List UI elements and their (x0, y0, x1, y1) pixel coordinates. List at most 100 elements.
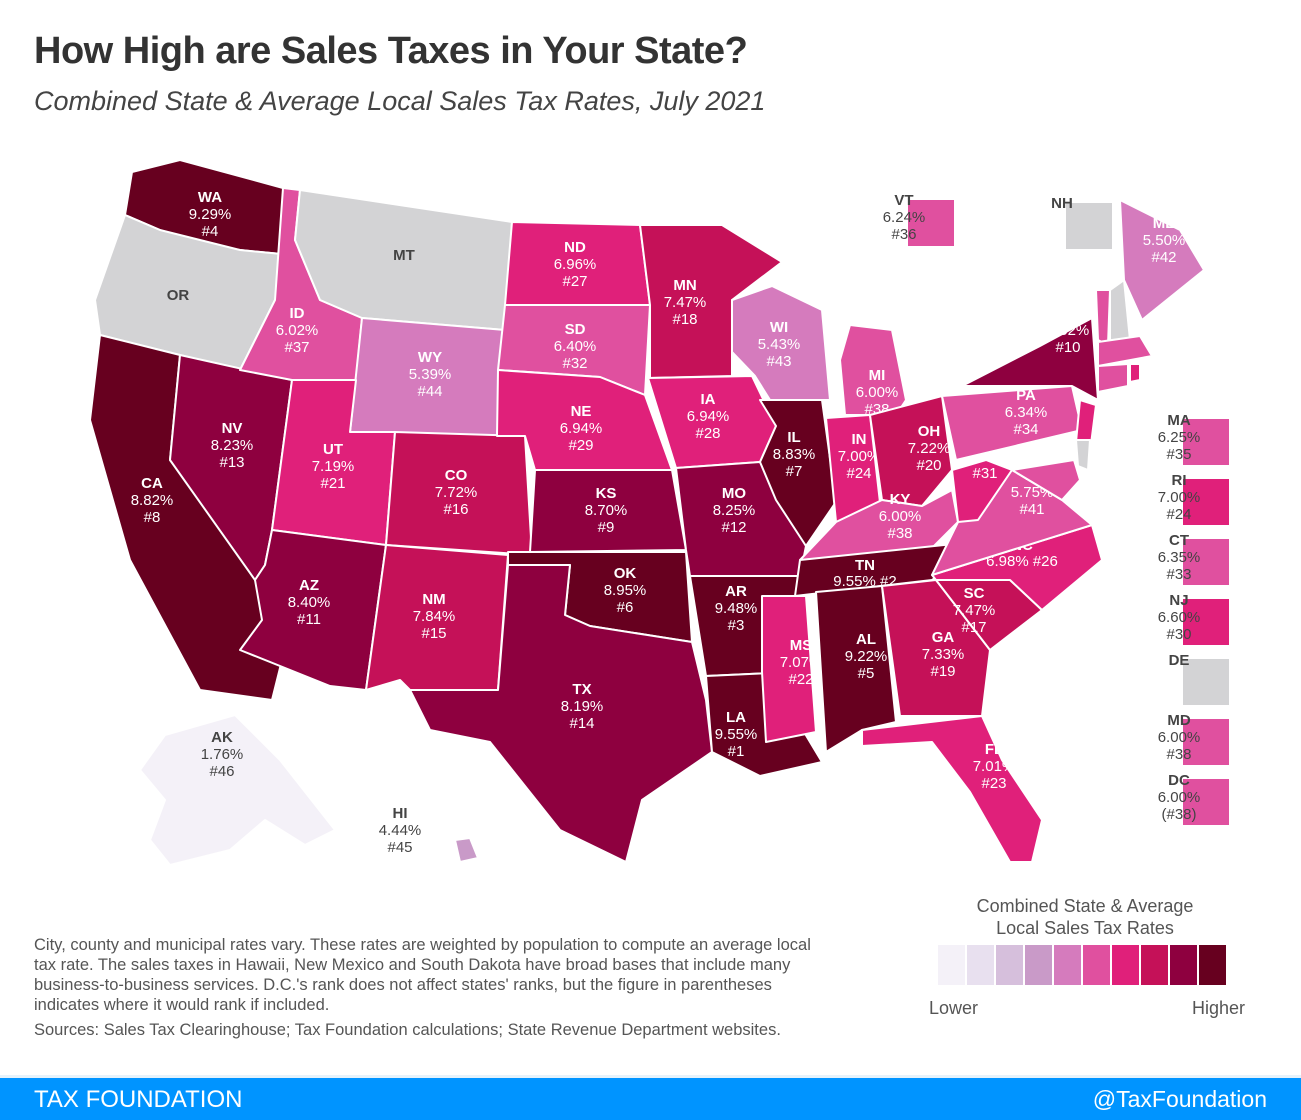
sources-text: Sources: Sales Tax Clearinghouse; Tax Fo… (34, 1021, 781, 1039)
state-rate: 8.40% (288, 594, 331, 611)
state-rate: 6.24% (883, 209, 926, 226)
state-label-ne: NE 6.94% #29 (560, 403, 603, 454)
state-rank: (#38) (1161, 806, 1196, 823)
state-abbr: IA (701, 391, 716, 408)
state-rate-rank: 6.98% #26 (986, 553, 1058, 570)
state-rate: 6.00% (1158, 789, 1201, 806)
state-abbr: WY (418, 349, 442, 366)
state-label-fl: FL 7.01% #23 (973, 741, 1016, 792)
state-ms (761, 595, 817, 743)
legend-lower-label: Lower (929, 998, 979, 1018)
state-label-pa: PA 6.34% #34 (1005, 387, 1048, 438)
legend-swatch-6 (1112, 945, 1139, 985)
state-label-ny: NY 8.52% #10 (1047, 305, 1090, 356)
state-rank: #46 (209, 763, 234, 780)
state-abbr: CA (141, 475, 163, 492)
state-label-in: IN 7.00% #24 (838, 431, 881, 482)
state-rate: 8.52% (1047, 322, 1090, 339)
state-abbr: AZ (299, 577, 319, 594)
state-abbr: IL (787, 429, 800, 446)
legend-title-line2: Local Sales Tax Rates (996, 918, 1174, 938)
state-abbr: PA (1016, 387, 1036, 404)
state-abbr: AR (725, 583, 747, 600)
state-rate: 1.76% (201, 746, 244, 763)
state-rate: 6.00% (879, 508, 922, 525)
state-abbr: IN (852, 431, 867, 448)
state-abbr: NH (1051, 195, 1073, 212)
state-rank: #14 (569, 715, 594, 732)
state-rate: 6.96% (554, 256, 597, 273)
state-abbr: OK (614, 565, 637, 582)
state-label-md: MD 6.00% #38 (1158, 712, 1201, 763)
state-rank: #13 (219, 454, 244, 471)
callout-swatch-vt (908, 200, 954, 246)
state-wv (951, 459, 1013, 523)
state-abbr: TX (572, 681, 591, 698)
callout-swatch-ri (1183, 479, 1229, 525)
state-rank: #20 (916, 457, 941, 474)
legend-swatch-7 (1141, 945, 1168, 985)
state-abbr: ND (564, 239, 586, 256)
callout-swatch-dc (1183, 779, 1229, 825)
state-abbr: NE (571, 403, 592, 420)
footer-bar: TAX FOUNDATION @TaxFoundation (0, 1075, 1301, 1120)
state-abbr: CO (445, 467, 468, 484)
state-rank: #27 (562, 273, 587, 290)
state-label-vt: VT 6.24% #36 (883, 192, 926, 243)
page-title: How High are Sales Taxes in Your State? (34, 30, 748, 72)
state-label-wy: WY 5.39% #44 (409, 349, 452, 400)
state-rank: #12 (721, 519, 746, 536)
state-label-id: ID 6.02% #37 (276, 305, 319, 356)
state-rate: 7.47% (664, 294, 707, 311)
state-label-nh: NH (1051, 195, 1073, 212)
state-abbr: SD (565, 321, 586, 338)
state-abbr: LA (726, 709, 746, 726)
state-label-ut: UT 7.19% #21 (312, 441, 355, 492)
state-rank: #18 (672, 311, 697, 328)
state-rank: #21 (320, 475, 345, 492)
state-tx (409, 564, 713, 863)
state-label-oh: OH 7.22% #20 (908, 423, 951, 474)
page-subtitle: Combined State & Average Local Sales Tax… (34, 86, 766, 116)
state-label-ak: AK 1.76% #46 (201, 729, 244, 780)
state-rate: 7.84% (413, 608, 456, 625)
state-md (1011, 459, 1081, 501)
state-abbr: NM (422, 591, 445, 608)
state-il (759, 399, 837, 547)
state-pa (941, 385, 1083, 461)
state-abbr: ME (1153, 215, 1176, 232)
state-rate: 6.02% (276, 322, 319, 339)
state-rank: #33 (1166, 566, 1191, 583)
state-rank: #35 (1166, 446, 1191, 463)
state-rank: #34 (1013, 421, 1038, 438)
state-al (815, 585, 897, 753)
state-rate: 7.07% (780, 654, 823, 671)
state-label-sc: SC 7.47% #17 (953, 585, 996, 636)
state-abbr: NJ (1169, 592, 1188, 609)
state-rate: 6.60% (1158, 609, 1201, 626)
state-rank: #24 (846, 465, 871, 482)
state-label-az: AZ 8.40% #11 (288, 577, 331, 628)
state-rate: 6.00% (856, 384, 899, 401)
state-abbr: KY (890, 491, 911, 508)
state-rate: 9.22% (845, 648, 888, 665)
state-rate: 9.29% (189, 206, 232, 223)
state-rank: #9 (598, 519, 615, 536)
state-rate: 7.00% (1158, 489, 1201, 506)
state-rank: #8 (144, 509, 161, 526)
state-label-al: AL 9.22% #5 (845, 631, 888, 682)
state-label-co: CO 7.72% #16 (435, 467, 478, 518)
state-label-or: OR (167, 287, 190, 304)
state-label-ky: KY 6.00% #38 (879, 491, 922, 542)
state-rank: #38 (1166, 746, 1191, 763)
state-rank: #7 (786, 463, 803, 480)
state-ny (961, 317, 1099, 401)
state-rank: #4 (202, 223, 219, 240)
state-abbr: MS (790, 637, 813, 654)
state-rate: 7.47% (953, 602, 996, 619)
state-rate: 8.70% (585, 502, 628, 519)
state-rank: #11 (297, 611, 321, 628)
state-rate: 8.25% (713, 502, 756, 519)
state-rank: #19 (930, 663, 955, 680)
state-rate: 7.72% (435, 484, 478, 501)
